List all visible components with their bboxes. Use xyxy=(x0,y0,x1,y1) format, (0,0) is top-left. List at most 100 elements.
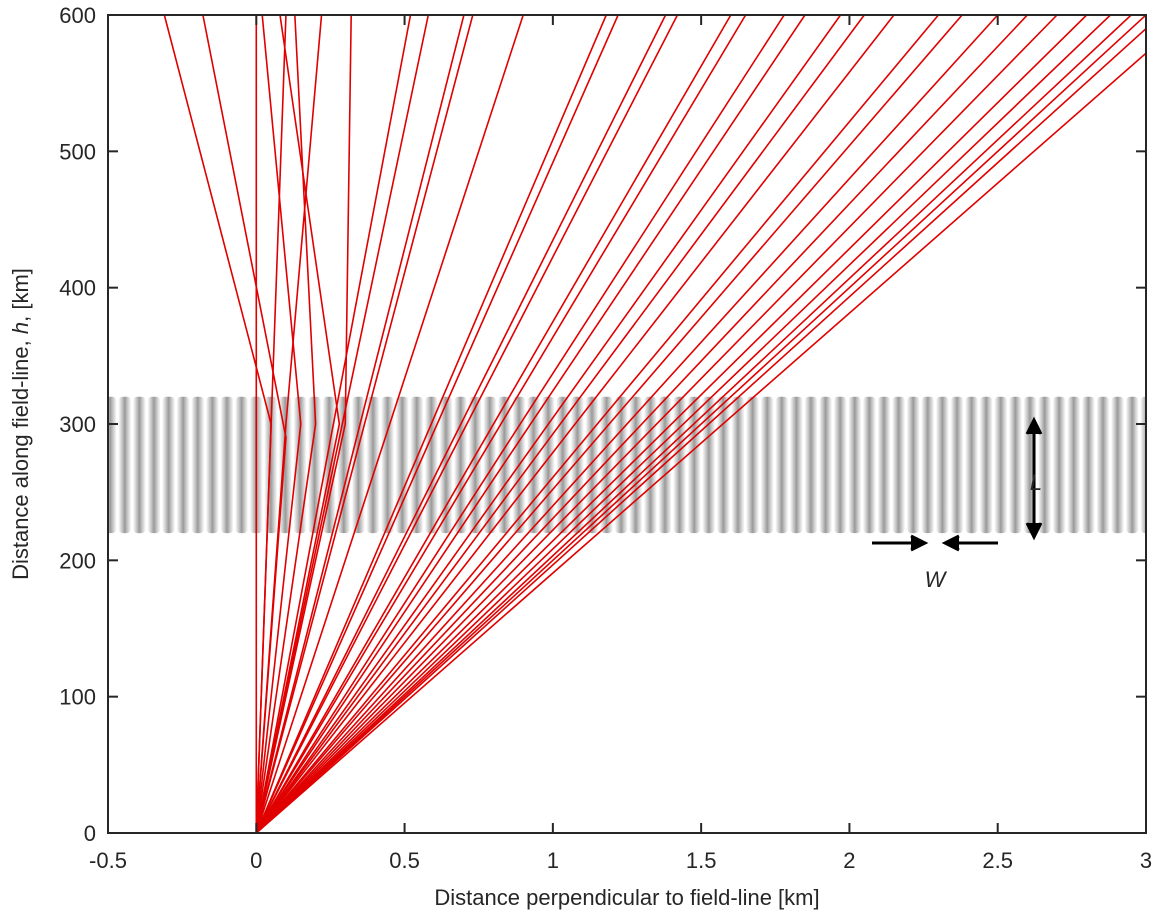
band-stripe xyxy=(571,396,584,534)
band-stripe xyxy=(1082,396,1095,534)
y-tick-label: 500 xyxy=(59,139,96,164)
band-stripe xyxy=(1096,396,1110,534)
band-stripe xyxy=(629,396,643,534)
x-tick-label: 1 xyxy=(547,848,559,873)
band-stripe xyxy=(1140,396,1146,534)
band-stripe xyxy=(1067,396,1081,534)
band-stripe xyxy=(177,396,190,534)
ray xyxy=(255,15,1111,833)
x-tick-label: 0.5 xyxy=(389,848,420,873)
band-stripe xyxy=(425,396,438,534)
band-stripe xyxy=(293,396,307,534)
band-stripe xyxy=(308,396,321,534)
band-stripe xyxy=(235,396,248,534)
band-stripe xyxy=(585,396,599,534)
x-tick-label: 1.5 xyxy=(686,848,717,873)
x-tick-label: 2.5 xyxy=(982,848,1013,873)
ray xyxy=(255,15,1058,833)
band-stripe xyxy=(1009,396,1022,534)
ray xyxy=(255,15,412,833)
band-stripe xyxy=(483,396,497,534)
band-stripe xyxy=(717,396,730,534)
y-label-part: , [km] xyxy=(8,268,33,322)
band-stripe xyxy=(863,396,876,534)
band-stripe xyxy=(892,396,905,534)
band-stripe xyxy=(1038,396,1051,534)
ray xyxy=(255,15,732,833)
band-stripe xyxy=(848,396,862,534)
band-stripe xyxy=(950,396,964,534)
ray xyxy=(255,15,963,833)
band-stripe xyxy=(702,396,716,534)
annotation-arrows xyxy=(872,416,1043,552)
ray xyxy=(255,15,667,833)
ray xyxy=(255,15,895,833)
y-tick-label: 200 xyxy=(59,548,96,573)
ray xyxy=(255,15,806,833)
band-stripe xyxy=(658,396,672,534)
band-stripe xyxy=(147,396,161,534)
y-tick-label: 300 xyxy=(59,412,96,437)
band-stripe xyxy=(279,396,292,534)
x-tick-label: -0.5 xyxy=(89,848,127,873)
band-stripe xyxy=(731,396,745,534)
ray xyxy=(255,15,1088,833)
band-stripe xyxy=(162,396,175,534)
y-tick-label: 0 xyxy=(84,821,96,846)
ray xyxy=(255,15,1146,833)
ray xyxy=(255,15,341,833)
x-tick-label: 2 xyxy=(843,848,855,873)
ray xyxy=(255,15,785,833)
ray xyxy=(255,15,352,833)
ray xyxy=(255,15,679,833)
band-stripe xyxy=(366,396,380,534)
ray xyxy=(255,15,999,833)
band-stripe xyxy=(108,396,117,534)
ray xyxy=(255,15,465,833)
ray xyxy=(255,52,1146,833)
ray xyxy=(255,15,940,833)
ray xyxy=(255,15,287,833)
band-stripe xyxy=(877,396,891,534)
band-stripe xyxy=(775,396,789,534)
band-stripe xyxy=(746,396,759,534)
annotation-w: W xyxy=(925,567,948,592)
y-tick-label: 400 xyxy=(59,276,96,301)
band-stripe xyxy=(133,396,146,534)
band-stripe xyxy=(921,396,935,534)
ray xyxy=(255,15,607,833)
y-axis-label: Distance along field-line, h, [km] xyxy=(8,268,33,580)
band-stripe xyxy=(410,396,424,534)
x-tick-label: 0 xyxy=(250,848,262,873)
y-label-part: Distance along field-line, xyxy=(8,334,33,580)
ray xyxy=(255,15,524,833)
ray xyxy=(255,15,317,833)
band-stripe xyxy=(936,396,949,534)
band-stripe xyxy=(804,396,818,534)
x-axis-label: Distance perpendicular to field-line [km… xyxy=(434,885,819,910)
ray xyxy=(255,15,747,833)
y-tick-label: 600 xyxy=(59,3,96,28)
band-stripe xyxy=(206,396,219,534)
band-stripe xyxy=(761,396,774,534)
band-stripe xyxy=(907,396,920,534)
ray xyxy=(255,15,619,833)
ray xyxy=(255,15,474,833)
ray xyxy=(255,15,302,833)
ray xyxy=(255,15,842,833)
y-label-part: h xyxy=(8,322,33,334)
ray xyxy=(255,15,1132,833)
x-tick-label: 3 xyxy=(1140,848,1152,873)
ray xyxy=(255,15,865,833)
y-tick-label: 100 xyxy=(59,685,96,710)
ray xyxy=(255,15,430,833)
band-stripe xyxy=(980,396,993,534)
band-stripe xyxy=(615,396,628,534)
band-stripe xyxy=(381,396,394,534)
band-stripe xyxy=(220,396,234,534)
band-stripe xyxy=(994,396,1008,534)
band-stripe xyxy=(527,396,540,534)
band-stripe xyxy=(191,396,205,534)
